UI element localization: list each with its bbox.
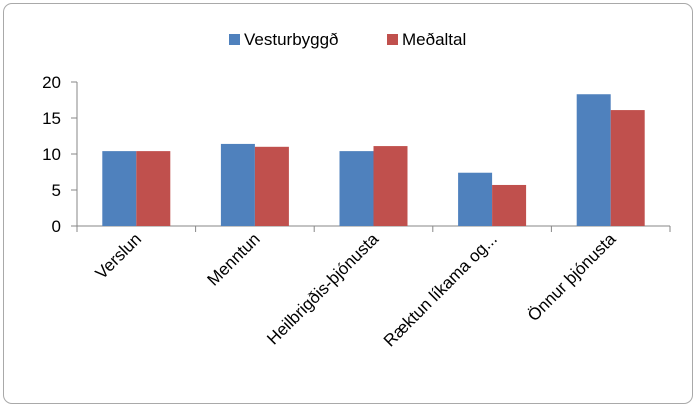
bar-medaltal [373, 146, 408, 226]
y-tick-label: 5 [52, 181, 61, 200]
category-label: Menntun [204, 229, 264, 289]
category-label: Önnur þjónusta [524, 229, 620, 325]
legend-swatch [387, 34, 398, 45]
category-labels: Verslun Menntun Heilbrigðis-þjónustaRæktun… [92, 229, 620, 350]
y-tick-label: 20 [42, 73, 61, 92]
legend-label: Vesturbyggð [244, 30, 339, 49]
bar-medaltal [492, 184, 527, 226]
y-axis: 0 5 10 15 20 [42, 73, 78, 236]
category-label: Ræktun líkama og... [380, 229, 501, 350]
bar-vesturbyggd [220, 143, 255, 226]
bar-vesturbyggd [339, 151, 374, 226]
category-label: Heilbrigðis-þjónusta [263, 229, 382, 348]
bar-vesturbyggd [458, 172, 493, 226]
y-tick-label: 15 [42, 109, 61, 128]
y-tick-label: 0 [52, 217, 61, 236]
bar-medaltal [136, 151, 171, 226]
bars [102, 94, 645, 227]
bar-medaltal [254, 146, 289, 226]
x-axis [76, 225, 671, 232]
legend: Vesturbyggð Meðaltal [229, 30, 466, 49]
category-label: Verslun [92, 229, 146, 283]
bar-vesturbyggd [576, 94, 611, 227]
legend-swatch [229, 34, 240, 45]
bar-vesturbyggd [102, 151, 137, 226]
legend-label: Meðaltal [402, 30, 466, 49]
bar-medaltal [610, 110, 645, 226]
y-tick-label: 10 [42, 145, 61, 164]
